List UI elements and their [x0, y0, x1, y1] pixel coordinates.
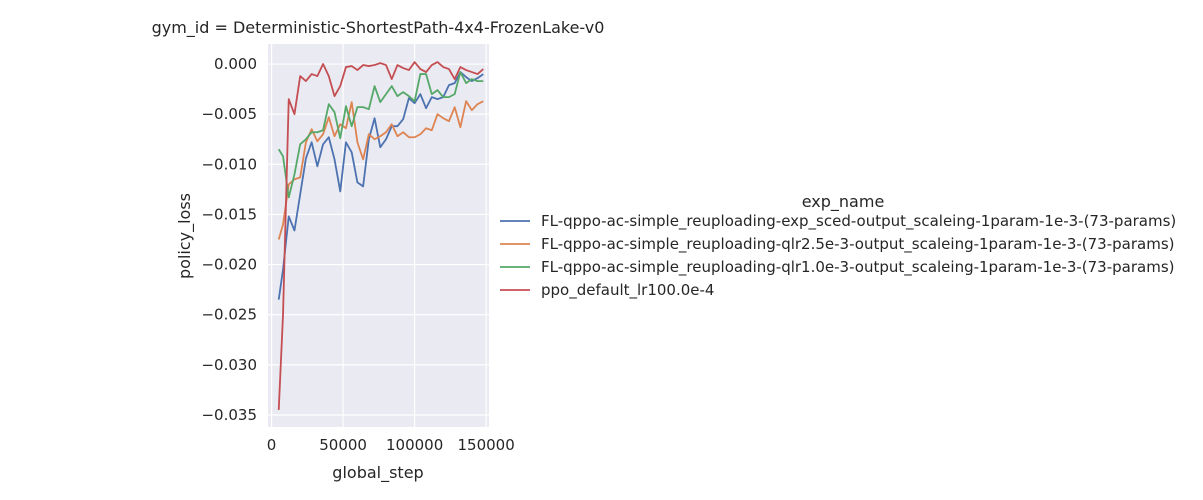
series-line-3 — [277, 71, 484, 199]
y-tick-label: −0.015 — [201, 205, 257, 223]
x-tick-label: 50000 — [319, 436, 367, 454]
legend-label-3: FL-qppo-ac-simple_reuploading-qlr1.0e-3-… — [541, 258, 1175, 277]
y-tick-label: −0.005 — [201, 105, 257, 123]
x-axis-title: global_step — [332, 463, 423, 483]
chart-title: gym_id = Deterministic-ShortestPath-4x4-… — [152, 18, 605, 38]
y-tick-label: −0.020 — [201, 256, 257, 274]
legend-label-4: ppo_default_lr100.0e-4 — [541, 281, 714, 300]
y-tick-label: 0.000 — [214, 55, 257, 73]
x-tick-labels: 0 50000 100000 150000 — [267, 436, 515, 454]
legend: exp_name FL-qppo-ac-simple_reuploading-e… — [500, 192, 1176, 300]
series-lines — [277, 61, 484, 411]
x-tick-label: 0 — [267, 436, 277, 454]
x-tick-label: 150000 — [458, 436, 515, 454]
y-tick-labels: −0.035 −0.030 −0.025 −0.020 −0.015 −0.010 −0.0… — [201, 55, 257, 424]
legend-label-2: FL-qppo-ac-simple_reuploading-qlr2.5e-3-… — [541, 235, 1175, 254]
y-tick-label: −0.030 — [201, 356, 257, 374]
y-tick-label: −0.035 — [201, 406, 257, 424]
y-tick-label: −0.010 — [201, 155, 257, 173]
y-tick-label: −0.025 — [201, 306, 257, 324]
series-line-4 — [277, 61, 484, 411]
series-line-2 — [277, 100, 484, 240]
series-line-1 — [277, 71, 484, 300]
y-axis-title: policy_loss — [175, 193, 195, 279]
legend-title: exp_name — [802, 192, 885, 212]
grid — [268, 44, 489, 427]
legend-items: FL-qppo-ac-simple_reuploading-exp_sced-o… — [500, 212, 1176, 300]
plot-area — [268, 44, 489, 427]
x-tick-label: 100000 — [386, 436, 443, 454]
legend-label-1: FL-qppo-ac-simple_reuploading-exp_sced-o… — [541, 212, 1176, 231]
